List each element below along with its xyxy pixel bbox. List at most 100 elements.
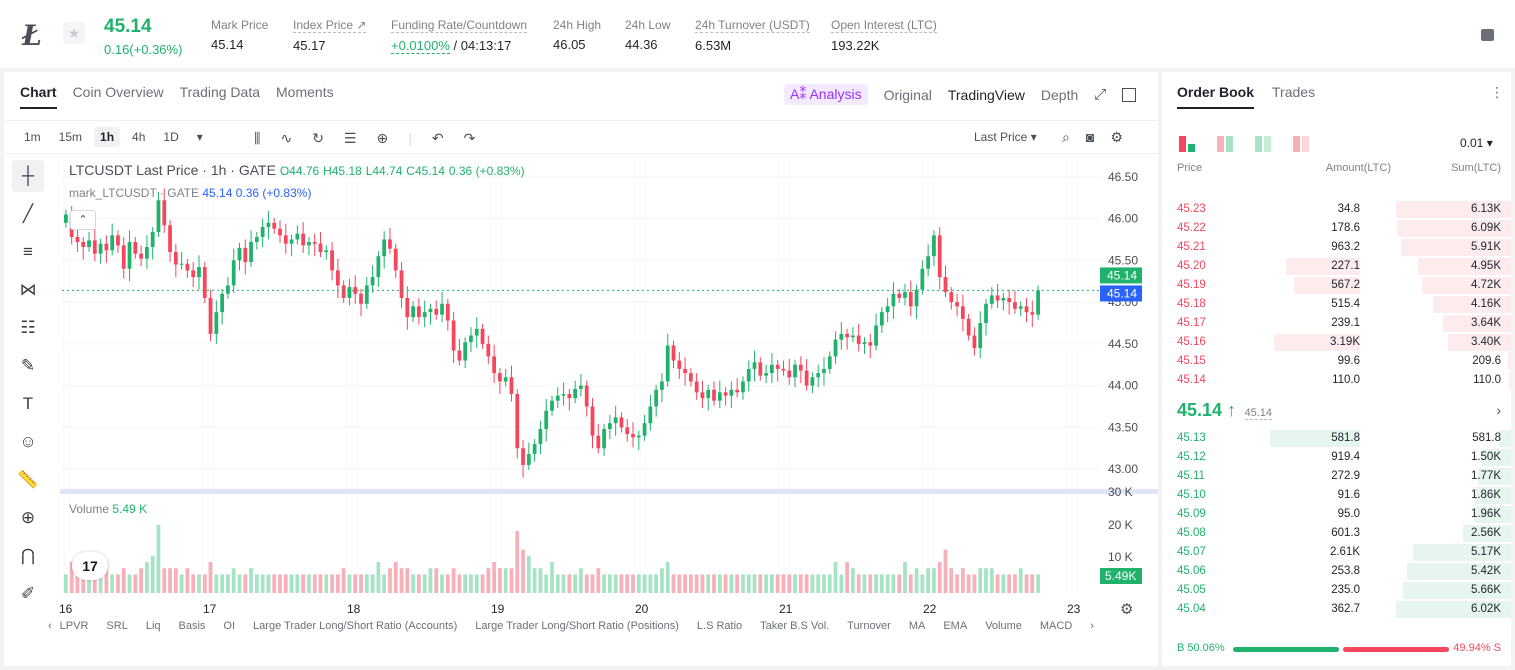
ask-row[interactable]: 45.18 515.4 4.16K bbox=[1162, 295, 1511, 314]
sum-depth-bar bbox=[1396, 601, 1511, 618]
ai-analysis-button[interactable]: A⁑ Analysis bbox=[784, 84, 868, 105]
candle-type-icon[interactable]: ⫼ bbox=[254, 130, 261, 146]
interval-1h[interactable]: 1h bbox=[94, 127, 121, 147]
stat-label[interactable]: Funding Rate/Countdown bbox=[391, 18, 528, 33]
undo-icon[interactable]: ↶ bbox=[431, 130, 444, 146]
tab-order-book[interactable]: Order Book bbox=[1177, 84, 1254, 109]
scroll-right-icon[interactable]: › bbox=[1090, 620, 1094, 632]
indicator-item[interactable]: Liq bbox=[145, 620, 161, 632]
asks-only-icon[interactable] bbox=[1293, 136, 1309, 152]
candlestick-chart[interactable]: 46.5046.0045.5045.0044.5044.0043.5043.00… bbox=[4, 72, 1158, 666]
ask-row[interactable]: 45.22 178.6 6.09K bbox=[1162, 219, 1511, 238]
precision-select[interactable]: 0.01 ▾ bbox=[1460, 136, 1493, 150]
ask-row[interactable]: 45.14 110.0 110.0 bbox=[1162, 371, 1511, 390]
emoji-icon[interactable]: ☺ bbox=[19, 432, 37, 451]
scroll-left-icon[interactable]: ‹ bbox=[48, 620, 52, 632]
tab-tradingview[interactable]: TradingView bbox=[947, 86, 1025, 103]
indicator-item[interactable]: MACD bbox=[1039, 620, 1073, 632]
indicator-item[interactable]: Large Trader Long/Short Ratio (Positions… bbox=[475, 620, 679, 632]
bid-row[interactable]: 45.12 919.4 1.50K bbox=[1162, 448, 1511, 467]
indicator-item[interactable]: Taker B.S Vol. bbox=[760, 620, 830, 632]
tab-original[interactable]: Original bbox=[883, 86, 932, 103]
favorite-star-icon[interactable]: ★ bbox=[63, 22, 85, 44]
candle-body bbox=[335, 270, 340, 286]
brush-icon[interactable]: ✎ bbox=[20, 356, 36, 375]
ask-row[interactable]: 45.19 567.2 4.72K bbox=[1162, 276, 1511, 295]
ask-row[interactable]: 45.15 99.6 209.6 bbox=[1162, 352, 1511, 371]
interval-dropdown-icon[interactable]: ▾ bbox=[196, 130, 203, 144]
bid-row[interactable]: 45.06 253.8 5.42K bbox=[1162, 562, 1511, 581]
chart-settings-icon[interactable]: ⚙ bbox=[1120, 601, 1134, 618]
indicator-item[interactable]: L.S Ratio bbox=[696, 620, 743, 632]
tab-depth[interactable]: Depth bbox=[1040, 86, 1079, 103]
stat-label[interactable]: Open Interest (LTC) bbox=[831, 18, 937, 33]
stat-label[interactable]: 24h Turnover (USDT) bbox=[695, 18, 810, 33]
indicator-item[interactable]: OI bbox=[223, 620, 236, 632]
indicator-item[interactable]: Volume bbox=[985, 620, 1022, 632]
indicator-item[interactable]: Turnover bbox=[847, 620, 891, 632]
tab-chart[interactable]: Chart bbox=[20, 84, 57, 109]
mark-price-tag bbox=[1100, 285, 1142, 302]
redo-icon[interactable]: ↷ bbox=[463, 130, 476, 146]
ask-row[interactable]: 45.17 239.1 3.64K bbox=[1162, 314, 1511, 333]
collapse-legend-button[interactable]: ⌃ bbox=[70, 210, 96, 230]
add-alert-icon[interactable]: ⊕ bbox=[376, 130, 389, 146]
interval-1D[interactable]: 1D bbox=[163, 130, 179, 144]
compact-icon[interactable] bbox=[1217, 136, 1233, 152]
ask-row[interactable]: 45.16 3.19K 3.40K bbox=[1162, 333, 1511, 352]
indicator-item[interactable]: Basis bbox=[178, 620, 206, 632]
both-sides-icon[interactable] bbox=[1179, 136, 1195, 152]
more-icon[interactable]: ⋮ bbox=[1490, 84, 1504, 100]
bid-row[interactable]: 45.04 362.7 6.02K bbox=[1162, 600, 1511, 619]
indicator-item[interactable]: Large Trader Long/Short Ratio (Accounts) bbox=[253, 620, 458, 632]
expand-icon[interactable]: ⤢ bbox=[1094, 86, 1107, 103]
bid-row[interactable]: 45.13 581.8 581.8 bbox=[1162, 429, 1511, 448]
interval-4h[interactable]: 4h bbox=[132, 130, 146, 144]
ruler-icon[interactable]: 📏 bbox=[17, 470, 39, 489]
replay-icon[interactable]: ↻ bbox=[312, 130, 324, 146]
indicator-item[interactable]: SRL bbox=[106, 620, 128, 632]
pattern-icon[interactable]: ⋈ bbox=[19, 280, 37, 299]
zoom-in-icon[interactable]: ⊕ bbox=[20, 508, 36, 527]
volume-bar bbox=[226, 574, 230, 593]
bids-only-icon[interactable] bbox=[1255, 136, 1271, 152]
tab-coin-overview[interactable]: Coin Overview bbox=[72, 84, 164, 100]
tab-moments[interactable]: Moments bbox=[276, 84, 334, 100]
templates-icon[interactable]: ☰ bbox=[343, 130, 357, 146]
ask-row[interactable]: 45.20 227.1 4.95K bbox=[1162, 257, 1511, 276]
bid-row[interactable]: 45.11 272.9 1.77K bbox=[1162, 467, 1511, 486]
price-source-select[interactable]: Last Price ▾ bbox=[974, 130, 1037, 144]
trendline-icon[interactable]: ╱ bbox=[22, 204, 34, 223]
gear-icon[interactable]: ⚙ bbox=[1110, 129, 1123, 145]
interval-15m[interactable]: 15m bbox=[58, 130, 83, 144]
bid-row[interactable]: 45.10 91.6 1.86K bbox=[1162, 486, 1511, 505]
bid-row[interactable]: 45.08 601.3 2.56K bbox=[1162, 524, 1511, 543]
pencil-lock-icon[interactable]: ✐ bbox=[20, 584, 36, 603]
fib-icon[interactable]: ☷ bbox=[20, 318, 36, 337]
camera-icon[interactable]: ◙ bbox=[1085, 129, 1095, 145]
tab-trading-data[interactable]: Trading Data bbox=[179, 84, 261, 100]
window-icon[interactable] bbox=[1122, 87, 1137, 102]
candle-body bbox=[434, 308, 439, 315]
bid-row[interactable]: 45.07 2.61K 5.17K bbox=[1162, 543, 1511, 562]
bid-row[interactable]: 45.05 235.0 5.66K bbox=[1162, 581, 1511, 600]
indicators-icon[interactable]: ∿ bbox=[280, 130, 293, 146]
volume-bar bbox=[1013, 574, 1017, 593]
text-tool-icon[interactable]: T bbox=[22, 394, 34, 413]
indicator-item[interactable]: EMA bbox=[943, 620, 968, 632]
sell-ratio-bar bbox=[1343, 647, 1449, 652]
tab-trades[interactable]: Trades bbox=[1272, 84, 1316, 100]
book-icon[interactable] bbox=[1481, 29, 1494, 41]
chevron-right-icon[interactable]: › bbox=[1496, 402, 1501, 418]
ask-row[interactable]: 45.23 34.8 6.13K bbox=[1162, 200, 1511, 219]
indicator-item[interactable]: MA bbox=[908, 620, 926, 632]
interval-1m[interactable]: 1m bbox=[24, 130, 41, 144]
ask-row[interactable]: 45.21 963.2 5.91K bbox=[1162, 238, 1511, 257]
crosshair-icon[interactable]: ┼ bbox=[12, 160, 44, 192]
stat-label[interactable]: Index Price ↗ bbox=[293, 18, 367, 33]
search-icon[interactable]: ⌕ bbox=[1062, 129, 1070, 145]
horizontal-lines-icon[interactable]: ≡ bbox=[23, 242, 33, 261]
bid-row[interactable]: 45.09 95.0 1.96K bbox=[1162, 505, 1511, 524]
magnet-icon[interactable]: ⋂ bbox=[21, 546, 35, 565]
indicator-item[interactable]: LPVR bbox=[59, 620, 89, 632]
